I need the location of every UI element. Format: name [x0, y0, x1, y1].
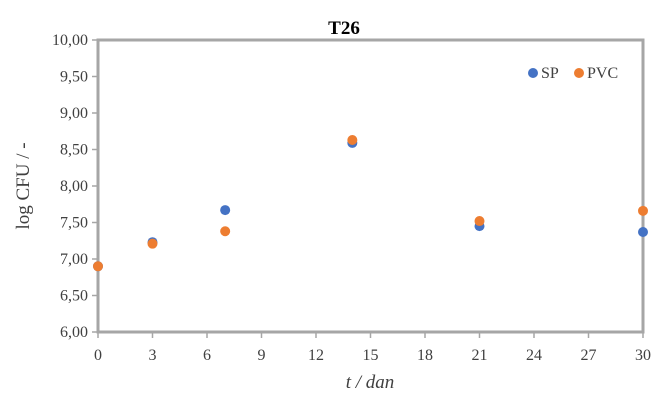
legend-marker — [528, 68, 538, 78]
legend-item-pvc: PVC — [574, 65, 618, 82]
legend-marker — [574, 68, 584, 78]
data-series-layer — [93, 135, 648, 272]
x-tick-label: 3 — [149, 347, 157, 364]
x-tick-label: 30 — [635, 347, 651, 364]
chart-title: T26 — [328, 18, 360, 39]
x-tick-label: 24 — [526, 347, 542, 364]
data-point-pvc — [347, 135, 358, 146]
legend-label: SP — [541, 65, 559, 82]
x-tick-label: 15 — [363, 347, 379, 364]
legend: SP PVC — [528, 65, 618, 82]
x-tick-label: 0 — [94, 347, 102, 364]
y-tick-label: 7,00 — [60, 251, 88, 268]
x-tick-label: 27 — [581, 347, 597, 364]
y-axis-tick-labels: 6,00 6,50 7,00 7,50 8,00 8,50 9,00 9,50 10,00 — [52, 32, 98, 341]
data-point-sp — [220, 205, 231, 216]
y-tick-label: 8,00 — [60, 178, 88, 195]
x-tick-label: 6 — [203, 347, 211, 364]
y-tick-label: 9,50 — [60, 69, 88, 86]
data-point-pvc — [93, 261, 103, 272]
y-tick-label: 6,00 — [60, 324, 88, 341]
data-point-sp — [638, 226, 648, 237]
legend-label: PVC — [587, 65, 618, 82]
legend-item-sp: SP — [528, 65, 559, 82]
x-tick-label: 21 — [472, 347, 488, 364]
y-tick-label: 8,50 — [60, 142, 88, 159]
y-tick-label: 10,00 — [52, 32, 88, 49]
x-axis-label: t / dan — [346, 372, 395, 393]
x-tick-label: 9 — [258, 347, 266, 364]
data-point-pvc — [147, 238, 158, 249]
x-axis-tick-labels: 0 3 6 9 12 15 18 21 24 27 30 — [94, 332, 651, 364]
y-tick-label: 6,50 — [60, 288, 88, 305]
data-point-pvc — [474, 216, 485, 227]
y-tick-label: 9,00 — [60, 105, 88, 122]
y-tick-label: 7,50 — [60, 215, 88, 232]
x-tick-label: 18 — [417, 347, 433, 364]
y-axis-label: log CFU / - — [13, 142, 34, 229]
series-pvc — [93, 135, 648, 272]
data-point-pvc — [638, 205, 648, 216]
data-point-pvc — [220, 226, 231, 237]
x-tick-label: 12 — [308, 347, 324, 364]
